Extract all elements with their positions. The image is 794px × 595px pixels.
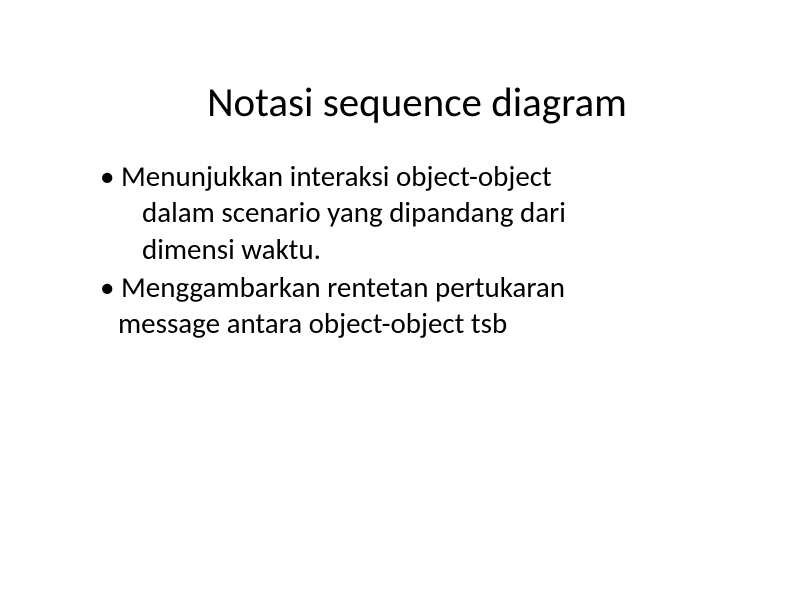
bullet-text-line: dimensi waktu.	[100, 231, 734, 267]
slide-content: • Menunjukkan interaksi object-object da…	[100, 158, 734, 341]
bullet-item-2: • Menggambarkan rentetan pertukaran mess…	[100, 269, 734, 342]
bullet-text-line: Menggambarkan rentetan pertukaran	[121, 269, 565, 305]
bullet-text-line: dalam scenario yang dipandang dari	[100, 194, 734, 230]
bullet-text-line: message antara object-object tsb	[100, 305, 734, 341]
bullet-item-1: • Menunjukkan interaksi object-object da…	[100, 158, 734, 267]
slide-title: Notasi sequence diagram	[100, 78, 734, 128]
bullet-marker: •	[100, 269, 114, 305]
bullet-marker: •	[100, 158, 114, 194]
bullet-text-line: Menunjukkan interaksi object-object	[121, 158, 552, 194]
